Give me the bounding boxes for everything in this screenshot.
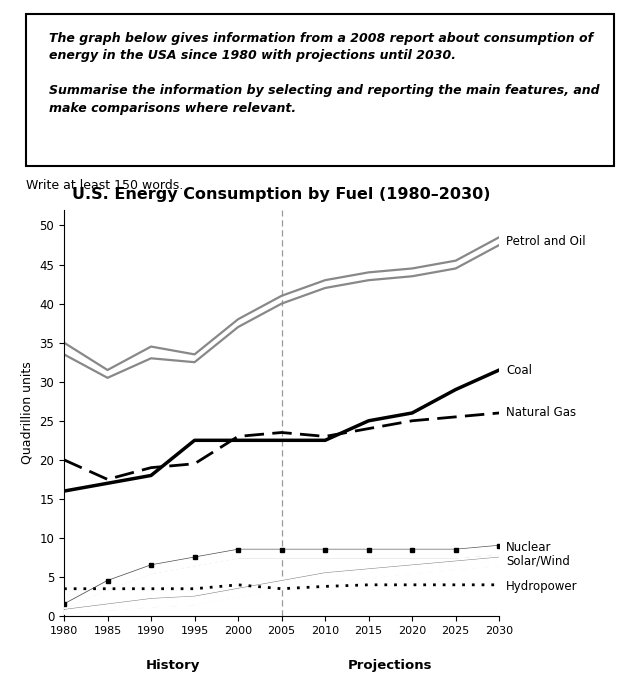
Text: Natural Gas: Natural Gas: [506, 406, 576, 420]
Text: History: History: [146, 659, 200, 672]
Text: Hydropower: Hydropower: [506, 580, 578, 593]
Text: Petrol and Oil: Petrol and Oil: [506, 235, 586, 248]
Text: Write at least 150 words.: Write at least 150 words.: [26, 179, 183, 192]
Y-axis label: Quadrillion units: Quadrillion units: [21, 362, 34, 464]
Text: Solar/Wind: Solar/Wind: [506, 555, 570, 568]
Title: U.S. Energy Consumption by Fuel (1980–2030): U.S. Energy Consumption by Fuel (1980–20…: [72, 187, 491, 202]
Text: The graph below gives information from a 2008 report about consumption of
energy: The graph below gives information from a…: [49, 32, 600, 115]
Text: Coal: Coal: [506, 364, 532, 376]
Text: Nuclear: Nuclear: [506, 541, 552, 554]
Text: Projections: Projections: [348, 659, 433, 672]
FancyBboxPatch shape: [26, 14, 614, 166]
